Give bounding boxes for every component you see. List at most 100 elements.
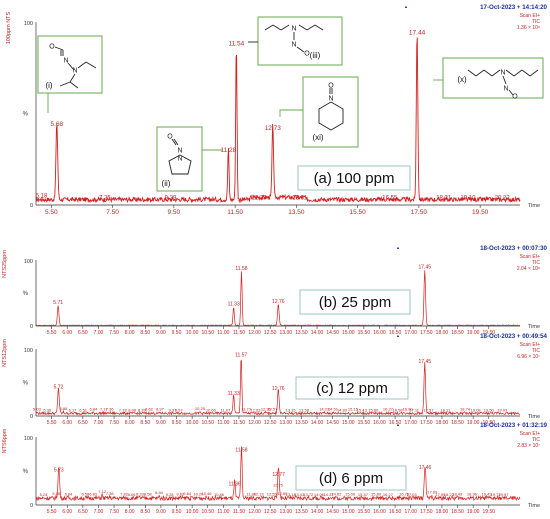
minor-peak-label: 5.88 <box>60 406 69 411</box>
minor-peak-label: 16.27 <box>383 407 394 412</box>
x-tick-label: 17.00 <box>404 509 417 514</box>
minor-peak-label: 15.06 <box>345 492 356 497</box>
peak-label: 12.73 <box>265 125 282 132</box>
x-tick-label: 16.50 <box>389 509 402 514</box>
minor-peak-label: 16.79 <box>399 492 410 497</box>
minor-peak-label: 6.84 <box>90 407 99 412</box>
y-axis-title: NTS6ppm <box>2 428 8 453</box>
minor-peak-label: 11.89 <box>246 492 256 497</box>
minor-peak-label: 18.22 <box>444 492 455 497</box>
atom-label: N <box>503 86 508 93</box>
minor-peak-label: 13.16 <box>286 492 297 497</box>
trace-type: TIC <box>532 19 540 25</box>
x-tick-label: 19.00 <box>467 509 480 514</box>
x-tick-label: 16.50 <box>389 330 402 336</box>
minor-peak-label: 7.12 <box>98 489 107 494</box>
minor-peak-label: 9.62 <box>176 492 185 497</box>
minor-peak-label: 20.22 <box>495 195 511 201</box>
x-tick-label: 10.50 <box>201 509 214 514</box>
x-tick-label: 5.50 <box>47 420 57 426</box>
x-tick-label: 15.00 <box>342 330 355 336</box>
y-tick-label: 0 <box>30 324 33 330</box>
x-tick-label: 13.50 <box>295 420 308 426</box>
peak-label: 17.44 <box>409 30 426 37</box>
x-tick-label: 14.00 <box>311 420 324 426</box>
atom-label: N <box>291 42 296 49</box>
peak-label: 17.46 <box>419 465 432 471</box>
x-tick-label: 8.50 <box>140 330 150 336</box>
atom-label: N <box>291 26 296 33</box>
minor-peak-label: 7.36 <box>106 407 115 412</box>
minor-peak-label: 17.03 <box>407 492 418 497</box>
concentration-label: (d) 6 ppm <box>319 470 383 487</box>
x-tick-label: 17.50 <box>420 420 433 426</box>
x-tick-label: 6.00 <box>62 420 72 426</box>
minor-peak-label: 16.58 <box>393 407 404 412</box>
x-tick-label: 14.00 <box>311 330 324 336</box>
peak-label: 11.57 <box>235 352 247 358</box>
minor-peak-label: 19.10 <box>460 195 476 201</box>
x-tick-label: 16.50 <box>389 420 402 426</box>
x-tick-label: 18.50 <box>451 509 464 514</box>
minor-peak-label: 10.20 <box>193 492 204 497</box>
x-tick-label: 5.50 <box>47 509 57 514</box>
minor-peak-label: 9.84 <box>183 491 192 496</box>
bond <box>280 24 290 31</box>
minor-peak-label: 18.49 <box>452 492 463 497</box>
x-tick-label: 9.50 <box>172 509 182 514</box>
y-tick-label: 0 <box>30 203 33 209</box>
y-tick-label: 100 <box>24 21 33 27</box>
x-tick-label: 15.50 <box>358 509 371 514</box>
concentration-box <box>297 165 411 191</box>
bond <box>69 81 79 89</box>
minor-peak-label: 5.18 <box>36 194 48 200</box>
minor-peak-label: 8.08 <box>128 407 137 412</box>
bond <box>171 138 177 146</box>
structure-box-x <box>442 57 544 99</box>
max-intensity: 2.83 × 10⁷ <box>517 443 540 449</box>
minor-peak-label: 8.97 <box>156 407 165 412</box>
x-tick-label: 7.00 <box>94 509 104 514</box>
bond <box>475 69 485 77</box>
minor-peak-label: 7.17 <box>100 407 109 412</box>
x-tick-label: 6.50 <box>78 330 88 336</box>
x-tick-label: 19.50 <box>483 420 496 426</box>
y-tick-label: 100 <box>24 259 33 265</box>
minor-peak-label: 8.62 <box>145 407 154 412</box>
peak-label: 5.68 <box>51 121 64 128</box>
x-tick-label: 8.00 <box>125 330 135 336</box>
peak-label: 5.73 <box>54 468 64 474</box>
minor-peak-label: 5.36 <box>43 407 52 412</box>
structure-box-xi <box>302 76 359 148</box>
max-intensity: 6.96 × 10⁷ <box>517 354 540 360</box>
x-tick-label: 19.50 <box>483 509 496 514</box>
x-tick-label: 11.50 <box>233 420 245 426</box>
peak-label: 5.72 <box>54 385 64 391</box>
minor-peak-label: 12.75 <box>273 483 284 488</box>
bond <box>508 89 514 96</box>
x-tick-label: 9.00 <box>156 509 166 514</box>
minor-peak-label: 7.82 <box>120 492 129 497</box>
peak-label: 11.36 <box>229 481 241 487</box>
x-tick-label: 15.00 <box>342 509 355 514</box>
x-tick-label: 16.00 <box>373 330 386 336</box>
x-tick-label: 15.00 <box>342 420 355 426</box>
x-axis-label: Time <box>528 324 540 330</box>
bond <box>467 69 477 77</box>
structure-label: (i) <box>45 81 52 90</box>
scan-mode: Scan EI+ <box>520 13 541 19</box>
x-tick-label: 6.50 <box>78 509 88 514</box>
minor-peak-label: 6.17 <box>69 407 78 412</box>
minor-peak-label: 19.93 <box>497 407 508 412</box>
x-tick-label: 10.50 <box>201 420 214 426</box>
max-intensity: 2.04 × 10⁸ <box>517 266 540 272</box>
minor-peak-label: 18.74 <box>460 407 471 412</box>
bond <box>69 73 76 83</box>
bond <box>298 24 308 31</box>
x-tick-label: 13.00 <box>280 330 293 336</box>
minor-peak-label: 13.15 <box>285 407 296 412</box>
minor-peak-label: 7.78 <box>119 407 128 412</box>
x-tick-label: 9.50 <box>168 209 181 216</box>
x-tick-label: 9.00 <box>156 330 166 336</box>
